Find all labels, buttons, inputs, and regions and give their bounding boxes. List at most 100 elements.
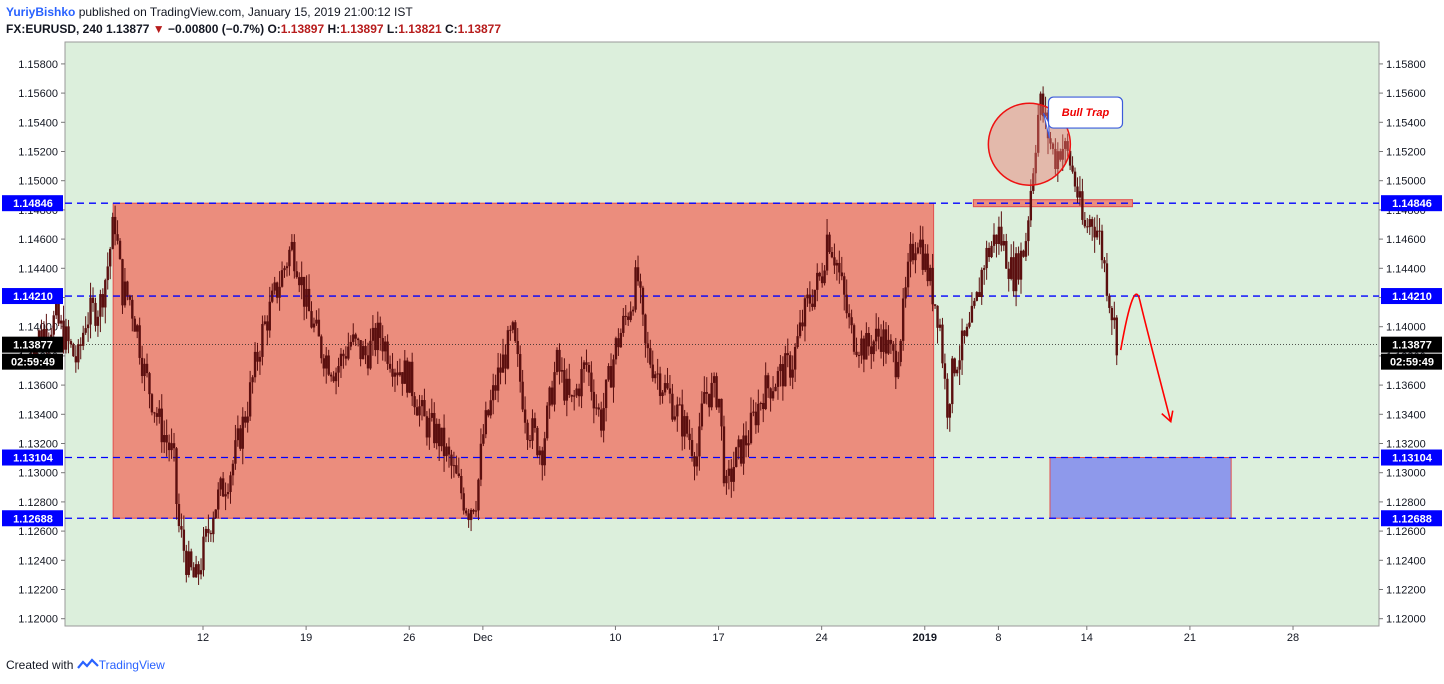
close-value: 1.13877 (457, 22, 502, 36)
candle-body (946, 378, 949, 418)
candle-body (1081, 191, 1084, 220)
candle-body (978, 292, 981, 297)
candle-body (1078, 191, 1082, 198)
candle-body (256, 351, 259, 362)
candle-body (958, 360, 961, 370)
candle-body (352, 334, 355, 342)
candle-body (916, 247, 920, 254)
candle-body (310, 311, 313, 328)
candle-body (217, 489, 220, 510)
candle-body (568, 378, 571, 395)
y-tick-label-left: 1.12200 (18, 585, 58, 597)
candle-body (329, 374, 333, 377)
candle-body (418, 406, 421, 416)
candle-body (302, 276, 306, 307)
symbol-line: FX:EURUSD, 240 1.13877 ▼ −0.00800 (−0.7%… (6, 22, 501, 36)
candle-body (57, 303, 60, 324)
candle-body (600, 409, 603, 431)
range-zone (112, 202, 935, 519)
candle-body (995, 234, 998, 245)
candle-body (1068, 150, 1072, 166)
candle-body (474, 510, 478, 512)
candle-body (624, 315, 627, 317)
candle-body (818, 272, 821, 277)
candle-body (658, 373, 662, 397)
candle-body (457, 473, 461, 477)
candle-body (776, 371, 780, 387)
candle-body (420, 400, 424, 407)
candle-body (442, 427, 446, 457)
candle-body (109, 248, 112, 267)
candle-body (84, 328, 87, 333)
candle-body (425, 416, 429, 438)
candle-body (64, 326, 68, 350)
candle-body (74, 356, 78, 363)
candle-body (639, 281, 642, 288)
candle-body (145, 363, 149, 374)
x-tick-label: 12 (197, 632, 209, 644)
candle-body (298, 277, 301, 286)
candle-body (909, 243, 912, 262)
candle-body (612, 359, 615, 388)
candle-body (342, 353, 345, 357)
candle-body (727, 468, 731, 476)
candle-body (234, 440, 237, 464)
x-tick-label: 8 (995, 632, 1001, 644)
candle-body (160, 408, 163, 443)
candle-body (553, 372, 556, 405)
candle-body (325, 355, 328, 369)
candle-body (715, 376, 718, 408)
candle-body (661, 392, 664, 397)
candle-body (1009, 257, 1013, 279)
candle-body (879, 336, 883, 352)
candle-body (1098, 230, 1101, 232)
candle-body (730, 468, 733, 482)
candle-body (690, 440, 694, 457)
candle-body (619, 332, 623, 348)
candle-body (550, 387, 554, 405)
candle-body (796, 336, 799, 347)
candle-body (361, 346, 365, 360)
candle-body (487, 410, 490, 416)
countdown-tag-right: 02:59:49 (1390, 357, 1434, 369)
candle-body (86, 324, 90, 329)
y-tick-label-left: 1.13400 (18, 409, 58, 421)
candle-body (774, 386, 777, 392)
candle-body (138, 325, 141, 358)
candle-body (440, 427, 443, 447)
candle-body (315, 319, 318, 324)
candle-body (204, 528, 208, 537)
candle-body (251, 377, 254, 383)
tradingview-brand[interactable]: TradingView (98, 658, 165, 672)
y-tick-label-right: 1.12400 (1386, 555, 1426, 567)
current-price-tag-left: 1.13877 (13, 340, 53, 352)
candle-body (354, 334, 357, 339)
candle-body (681, 404, 684, 437)
candle-body (185, 550, 188, 575)
bull-trap-label: Bull Trap (1062, 107, 1110, 119)
candle-body (705, 392, 708, 394)
created-with-text: Created with (6, 658, 74, 672)
candle-body (877, 328, 880, 337)
candle-body (541, 450, 544, 466)
candle-body (192, 567, 195, 578)
candle-body (401, 372, 404, 384)
candle-body (572, 395, 576, 397)
candle-body (263, 321, 267, 325)
candle-body (121, 259, 124, 306)
author-name[interactable]: YuriyBishko (6, 5, 76, 19)
level-price-tag-left-bg (2, 288, 63, 305)
candle-body (857, 355, 861, 357)
candle-body (789, 355, 792, 378)
candle-body (757, 403, 760, 426)
candle-body (1113, 317, 1116, 321)
candle-body (143, 363, 146, 377)
candle-body (52, 315, 55, 335)
candle-body (649, 348, 652, 365)
candle-body (987, 247, 991, 258)
y-tick-label-left: 1.15600 (18, 88, 58, 100)
candle-body (54, 303, 58, 316)
candle-body (278, 286, 281, 298)
candle-body (762, 402, 765, 410)
